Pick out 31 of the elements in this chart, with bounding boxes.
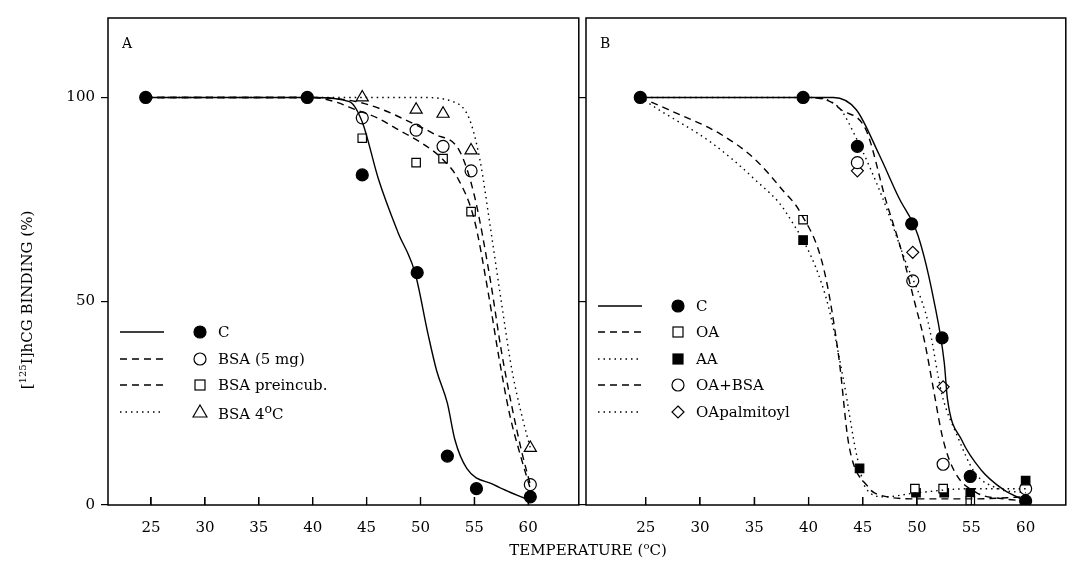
legend-label: OApalmitoyl: [696, 402, 790, 421]
x-tick-label: 60: [518, 517, 538, 536]
x-axis-title: TEMPERATURE ($^{o}$C): [509, 540, 667, 559]
text: A: [121, 35, 133, 51]
legend-label: C: [696, 296, 708, 315]
x-tick-label: 35: [744, 517, 764, 536]
legend-label: OA: [696, 323, 720, 342]
x-tick-label: 35: [249, 517, 269, 536]
x-tick-label: 25: [141, 517, 161, 536]
x-tick-label: 60: [1016, 517, 1036, 536]
legend-label: C: [218, 323, 230, 342]
x-tick-label: 55: [464, 517, 484, 536]
legend-label: OA+BSA: [696, 376, 764, 395]
x-tick-label: 30: [195, 517, 215, 536]
x-tick-label: 40: [798, 517, 819, 536]
y-tick-label: 50: [75, 291, 95, 310]
legend-label: BSA (5 mg): [218, 349, 305, 368]
y-tick-label: 100: [66, 87, 95, 106]
legend-label: BSA preincub.: [218, 376, 328, 395]
x-tick-label: 55: [961, 517, 981, 536]
x-tick-label: 45: [357, 517, 377, 536]
x-tick-label: 45: [853, 517, 873, 536]
x-tick-label: 40: [303, 517, 323, 536]
x-tick-label: 50: [907, 517, 927, 536]
text: B: [600, 35, 611, 51]
x-tick-label: 50: [410, 517, 430, 536]
y-tick-label: 0: [85, 494, 95, 513]
legend-label: AA: [696, 349, 718, 368]
x-tick-label: 25: [636, 517, 656, 536]
legend-label: BSA 4$^{o}$C: [218, 400, 284, 423]
x-tick-label: 30: [690, 517, 710, 536]
